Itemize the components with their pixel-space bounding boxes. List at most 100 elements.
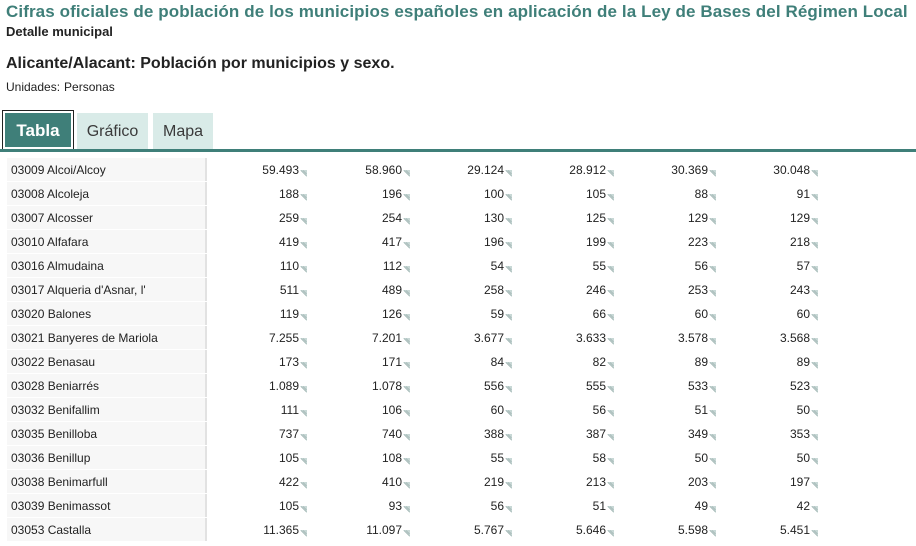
note-corner-icon[interactable] xyxy=(403,401,410,417)
note-corner-icon[interactable] xyxy=(505,233,512,249)
note-corner-icon[interactable] xyxy=(811,353,818,369)
note-corner-icon[interactable] xyxy=(300,401,307,417)
tab-mapa[interactable]: Mapa xyxy=(153,113,213,150)
note-corner-icon[interactable] xyxy=(300,329,307,345)
note-corner-icon[interactable] xyxy=(709,449,716,465)
note-corner-icon[interactable] xyxy=(709,281,716,297)
note-corner-icon[interactable] xyxy=(505,425,512,441)
note-corner-icon[interactable] xyxy=(403,377,410,393)
note-corner-icon[interactable] xyxy=(403,161,410,177)
note-corner-icon[interactable] xyxy=(300,473,307,489)
note-corner-icon[interactable] xyxy=(607,305,614,321)
note-corner-icon[interactable] xyxy=(300,209,307,225)
note-corner-icon[interactable] xyxy=(505,353,512,369)
note-corner-icon[interactable] xyxy=(403,329,410,345)
note-corner-icon[interactable] xyxy=(607,209,614,225)
note-corner-icon[interactable] xyxy=(709,497,716,513)
note-corner-icon[interactable] xyxy=(811,233,818,249)
note-corner-icon[interactable] xyxy=(300,257,307,273)
note-corner-icon[interactable] xyxy=(403,473,410,489)
note-corner-icon[interactable] xyxy=(505,521,512,537)
note-corner-icon[interactable] xyxy=(300,161,307,177)
note-corner-icon[interactable] xyxy=(607,497,614,513)
note-corner-icon[interactable] xyxy=(403,209,410,225)
note-corner-icon[interactable] xyxy=(709,233,716,249)
note-corner-icon[interactable] xyxy=(811,185,818,201)
note-corner-icon[interactable] xyxy=(505,257,512,273)
note-corner-icon[interactable] xyxy=(811,161,818,177)
note-corner-icon[interactable] xyxy=(300,425,307,441)
note-corner-icon[interactable] xyxy=(607,473,614,489)
note-corner-icon[interactable] xyxy=(403,185,410,201)
note-corner-icon[interactable] xyxy=(607,425,614,441)
note-corner-icon[interactable] xyxy=(709,377,716,393)
note-corner-icon[interactable] xyxy=(300,305,307,321)
note-corner-icon[interactable] xyxy=(505,305,512,321)
note-corner-icon[interactable] xyxy=(505,401,512,417)
note-corner-icon[interactable] xyxy=(300,185,307,201)
note-corner-icon[interactable] xyxy=(505,161,512,177)
note-corner-icon[interactable] xyxy=(505,497,512,513)
note-corner-icon[interactable] xyxy=(505,209,512,225)
note-corner-icon[interactable] xyxy=(300,521,307,537)
note-corner-icon[interactable] xyxy=(709,161,716,177)
note-corner-icon[interactable] xyxy=(811,305,818,321)
note-corner-icon[interactable] xyxy=(607,233,614,249)
note-corner-icon[interactable] xyxy=(607,353,614,369)
note-corner-icon[interactable] xyxy=(607,401,614,417)
note-corner-icon[interactable] xyxy=(505,449,512,465)
note-corner-icon[interactable] xyxy=(607,377,614,393)
note-corner-icon[interactable] xyxy=(505,281,512,297)
tab-grafico[interactable]: Gráfico xyxy=(77,113,148,150)
note-corner-icon[interactable] xyxy=(811,377,818,393)
note-corner-icon[interactable] xyxy=(505,377,512,393)
note-corner-icon[interactable] xyxy=(505,329,512,345)
municipality-name: 03008 Alcoleja xyxy=(7,182,207,205)
note-corner-icon[interactable] xyxy=(403,425,410,441)
note-corner-icon[interactable] xyxy=(607,329,614,345)
note-corner-icon[interactable] xyxy=(709,257,716,273)
note-corner-icon[interactable] xyxy=(300,233,307,249)
note-corner-icon[interactable] xyxy=(709,329,716,345)
note-corner-icon[interactable] xyxy=(811,257,818,273)
note-corner-icon[interactable] xyxy=(709,521,716,537)
note-corner-icon[interactable] xyxy=(403,497,410,513)
note-corner-icon[interactable] xyxy=(811,425,818,441)
note-corner-icon[interactable] xyxy=(505,185,512,201)
note-corner-icon[interactable] xyxy=(607,281,614,297)
note-corner-icon[interactable] xyxy=(811,449,818,465)
note-corner-icon[interactable] xyxy=(709,185,716,201)
note-corner-icon[interactable] xyxy=(403,281,410,297)
note-corner-icon[interactable] xyxy=(709,209,716,225)
note-corner-icon[interactable] xyxy=(403,449,410,465)
note-corner-icon[interactable] xyxy=(607,521,614,537)
note-corner-icon[interactable] xyxy=(300,449,307,465)
note-corner-icon[interactable] xyxy=(709,401,716,417)
note-corner-icon[interactable] xyxy=(505,473,512,489)
note-corner-icon[interactable] xyxy=(607,185,614,201)
note-corner-icon[interactable] xyxy=(403,305,410,321)
note-corner-icon[interactable] xyxy=(709,353,716,369)
tab-tabla[interactable]: Tabla xyxy=(2,110,74,150)
note-corner-icon[interactable] xyxy=(403,521,410,537)
note-corner-icon[interactable] xyxy=(811,521,818,537)
note-corner-icon[interactable] xyxy=(403,257,410,273)
note-corner-icon[interactable] xyxy=(811,209,818,225)
note-corner-icon[interactable] xyxy=(607,161,614,177)
note-corner-icon[interactable] xyxy=(811,473,818,489)
note-corner-icon[interactable] xyxy=(811,329,818,345)
note-corner-icon[interactable] xyxy=(300,497,307,513)
note-corner-icon[interactable] xyxy=(709,473,716,489)
note-corner-icon[interactable] xyxy=(300,281,307,297)
note-corner-icon[interactable] xyxy=(709,305,716,321)
note-corner-icon[interactable] xyxy=(300,377,307,393)
note-corner-icon[interactable] xyxy=(811,401,818,417)
note-corner-icon[interactable] xyxy=(811,497,818,513)
note-corner-icon[interactable] xyxy=(403,233,410,249)
note-corner-icon[interactable] xyxy=(300,353,307,369)
note-corner-icon[interactable] xyxy=(709,425,716,441)
note-corner-icon[interactable] xyxy=(403,353,410,369)
note-corner-icon[interactable] xyxy=(607,449,614,465)
note-corner-icon[interactable] xyxy=(607,257,614,273)
note-corner-icon[interactable] xyxy=(811,281,818,297)
